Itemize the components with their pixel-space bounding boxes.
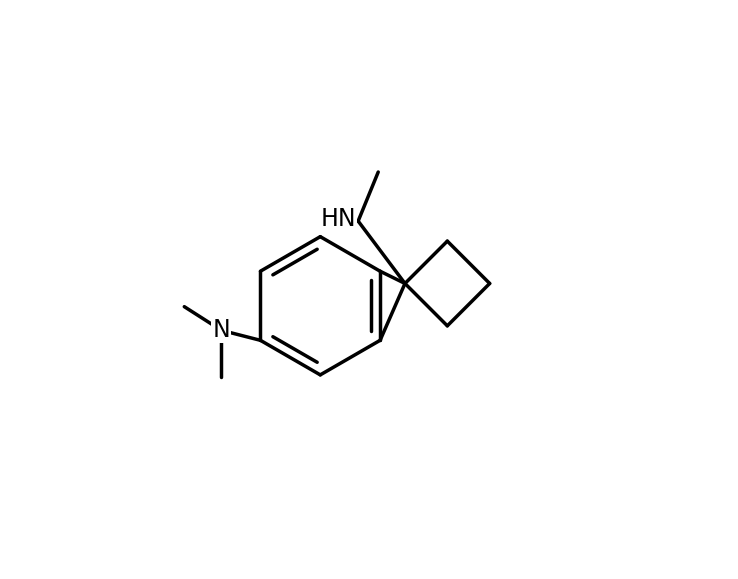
Text: N: N bbox=[213, 318, 230, 342]
Text: HN: HN bbox=[320, 207, 356, 231]
